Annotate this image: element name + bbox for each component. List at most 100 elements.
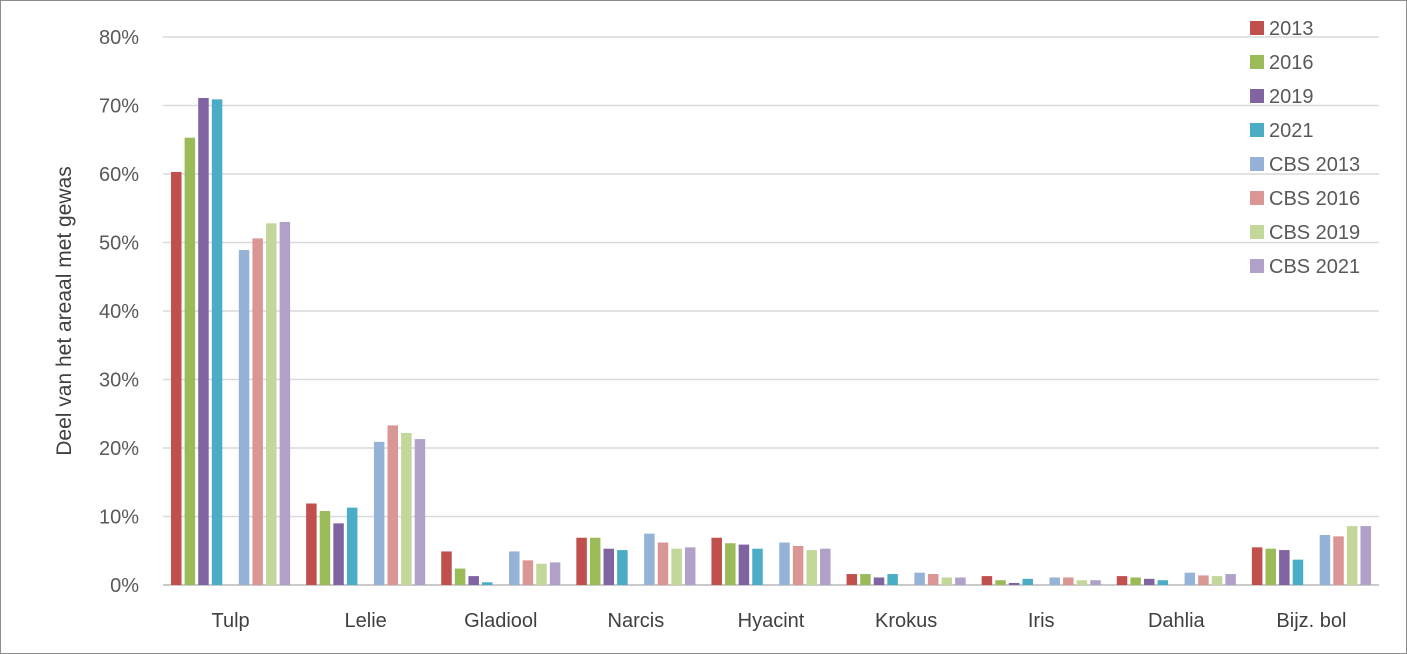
bar [1319, 535, 1331, 585]
bar [860, 574, 871, 585]
bar [684, 547, 696, 585]
bar [373, 441, 385, 585]
bar [671, 548, 682, 585]
y-axis-title: Deel van het areaal met gewas [53, 166, 76, 456]
x-category-label: Iris [1028, 610, 1055, 632]
bar [711, 537, 722, 585]
bar [468, 576, 479, 585]
legend: 2013 2016 2019 2021 CBS 2013 CBS 2016 CBS 2019… [1250, 18, 1360, 278]
bar [1008, 582, 1020, 585]
y-tick-label: 70% [99, 96, 139, 118]
x-category-label: Krokus [875, 610, 937, 632]
bar [820, 548, 831, 585]
bar [1076, 580, 1088, 585]
bar [603, 548, 615, 585]
bar [333, 523, 344, 585]
bar [738, 544, 750, 585]
bar [927, 574, 939, 585]
legend-swatch [1250, 55, 1264, 69]
legend-label: CBS 2021 [1269, 256, 1360, 278]
bar [779, 542, 790, 585]
legend-label: CBS 2019 [1269, 222, 1360, 244]
bar [441, 551, 452, 585]
legend-label: 2016 [1269, 52, 1314, 74]
x-axis-categories: Tulp Lelie Gladiool Narcis Hyacint Krokus Iris… [211, 610, 1346, 632]
bar [1279, 550, 1290, 585]
bar [238, 250, 250, 586]
x-category-label: Narcis [608, 610, 665, 632]
bar [184, 137, 196, 585]
legend-label: CBS 2013 [1269, 154, 1360, 176]
bar [414, 439, 426, 585]
bar [1157, 580, 1169, 585]
bar [1143, 578, 1155, 585]
bar [725, 543, 736, 585]
bar [346, 507, 358, 585]
x-category-label: Hyacint [738, 610, 805, 632]
bars [171, 97, 1371, 586]
bar [171, 171, 182, 585]
bar [454, 568, 466, 585]
bar [1049, 577, 1060, 585]
bar [252, 238, 263, 585]
y-tick-label: 60% [99, 164, 139, 186]
bar [792, 545, 804, 585]
bar [617, 550, 628, 585]
y-tick-label: 80% [99, 27, 139, 49]
bar [482, 582, 493, 585]
bar [846, 574, 858, 585]
bar [1346, 526, 1358, 585]
x-category-label: Gladiool [464, 610, 537, 632]
legend-swatch [1250, 21, 1264, 35]
x-category-label: Tulp [211, 610, 249, 632]
bar [873, 577, 885, 585]
grid-lines [163, 36, 1379, 586]
bar [266, 223, 277, 585]
bar [995, 580, 1006, 585]
bar [198, 97, 209, 585]
y-tick-label: 30% [99, 370, 139, 392]
bar [1090, 580, 1101, 585]
bar [644, 533, 655, 586]
bar [211, 99, 223, 585]
bar [536, 563, 547, 585]
y-tick-label: 50% [99, 233, 139, 255]
bar [589, 537, 601, 585]
bar [955, 577, 966, 585]
bar [576, 537, 587, 585]
x-category-label: Lelie [345, 610, 387, 632]
legend-label: CBS 2016 [1269, 188, 1360, 210]
bar [1225, 574, 1236, 585]
bar [387, 425, 399, 585]
legend-label: 2021 [1269, 120, 1314, 142]
bar [1251, 547, 1263, 585]
bar [657, 542, 669, 585]
bar [306, 503, 317, 585]
bar [1184, 572, 1196, 585]
y-tick-label: 40% [99, 301, 139, 323]
bar [1292, 559, 1304, 585]
x-category-label: Bijz. bol [1276, 610, 1346, 632]
bar [1130, 577, 1141, 585]
bar [752, 548, 763, 585]
bar [887, 574, 898, 585]
bar [549, 562, 561, 585]
legend-label: 2013 [1269, 18, 1314, 40]
bar [401, 432, 412, 585]
bar [1063, 577, 1074, 585]
y-tick-label: 20% [99, 438, 139, 460]
legend-swatch [1250, 89, 1264, 103]
legend-swatch [1250, 123, 1264, 137]
y-tick-label: 10% [99, 507, 139, 529]
bar [509, 551, 520, 585]
bar [279, 221, 291, 585]
bar [941, 577, 953, 585]
bar [1211, 576, 1223, 585]
bar [319, 511, 331, 585]
legend-swatch [1250, 157, 1264, 171]
legend-swatch [1250, 259, 1264, 273]
bar [1265, 548, 1276, 585]
x-category-label: Dahlia [1148, 610, 1206, 632]
bar [914, 572, 925, 585]
